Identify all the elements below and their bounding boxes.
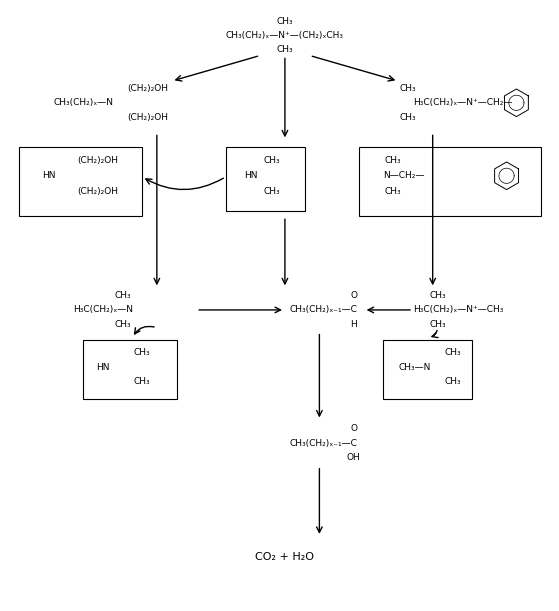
Text: CH₃(CH₂)ₓ₋₁—C: CH₃(CH₂)ₓ₋₁—C <box>290 439 358 448</box>
Text: CH₃: CH₃ <box>400 113 416 122</box>
Text: CH₃—N: CH₃—N <box>398 363 430 371</box>
Bar <box>383 340 472 399</box>
Bar <box>83 340 177 399</box>
Text: CH₃: CH₃ <box>264 187 281 196</box>
Text: CH₃: CH₃ <box>264 156 281 164</box>
Text: O: O <box>350 291 357 299</box>
Text: CH₃(CH₂)ₓ—N⁺—(CH₂)ₓCH₃: CH₃(CH₂)ₓ—N⁺—(CH₂)ₓCH₃ <box>226 31 344 40</box>
Bar <box>226 147 305 211</box>
Text: (CH₂)₂OH: (CH₂)₂OH <box>127 84 168 92</box>
Text: (CH₂)₂OH: (CH₂)₂OH <box>127 113 168 122</box>
Text: CH₃(CH₂)ₓ—N: CH₃(CH₂)ₓ—N <box>54 98 113 108</box>
Text: CH₃: CH₃ <box>385 187 401 196</box>
Text: CH₃: CH₃ <box>134 378 150 386</box>
Text: CH₃(CH₂)ₓ₋₁—C: CH₃(CH₂)ₓ₋₁—C <box>290 306 358 315</box>
Text: (CH₂)₂OH: (CH₂)₂OH <box>77 187 119 196</box>
Text: CH₃: CH₃ <box>400 84 416 92</box>
Text: CH₃: CH₃ <box>277 45 293 54</box>
Text: H₃C(CH₂)ₓ—N: H₃C(CH₂)ₓ—N <box>73 306 133 315</box>
Text: CH₃: CH₃ <box>385 156 401 164</box>
Text: O: O <box>350 424 357 433</box>
Text: CH₃: CH₃ <box>429 291 446 299</box>
Text: CH₃: CH₃ <box>444 348 461 357</box>
Text: CH₃: CH₃ <box>429 320 446 329</box>
Text: CH₃: CH₃ <box>114 291 131 299</box>
Text: N—CH₂—: N—CH₂— <box>383 171 425 180</box>
Text: CH₃: CH₃ <box>134 348 150 357</box>
Text: CH₃: CH₃ <box>114 320 131 329</box>
Text: (CH₂)₂OH: (CH₂)₂OH <box>77 156 119 164</box>
Text: CH₃: CH₃ <box>444 378 461 386</box>
Text: OH: OH <box>347 453 361 463</box>
Text: H₃C(CH₂)ₓ—N⁺—CH₃: H₃C(CH₂)ₓ—N⁺—CH₃ <box>413 306 503 315</box>
Text: H₃C(CH₂)ₓ—N⁺—CH₂—: H₃C(CH₂)ₓ—N⁺—CH₂— <box>413 98 513 108</box>
Bar <box>19 147 142 216</box>
Text: HN: HN <box>96 363 110 371</box>
Text: CO₂ + H₂O: CO₂ + H₂O <box>255 552 314 562</box>
Bar <box>359 147 541 216</box>
Text: H: H <box>350 320 357 329</box>
Text: HN: HN <box>42 171 55 180</box>
Text: HN: HN <box>244 171 257 180</box>
Text: CH₃: CH₃ <box>277 18 293 26</box>
